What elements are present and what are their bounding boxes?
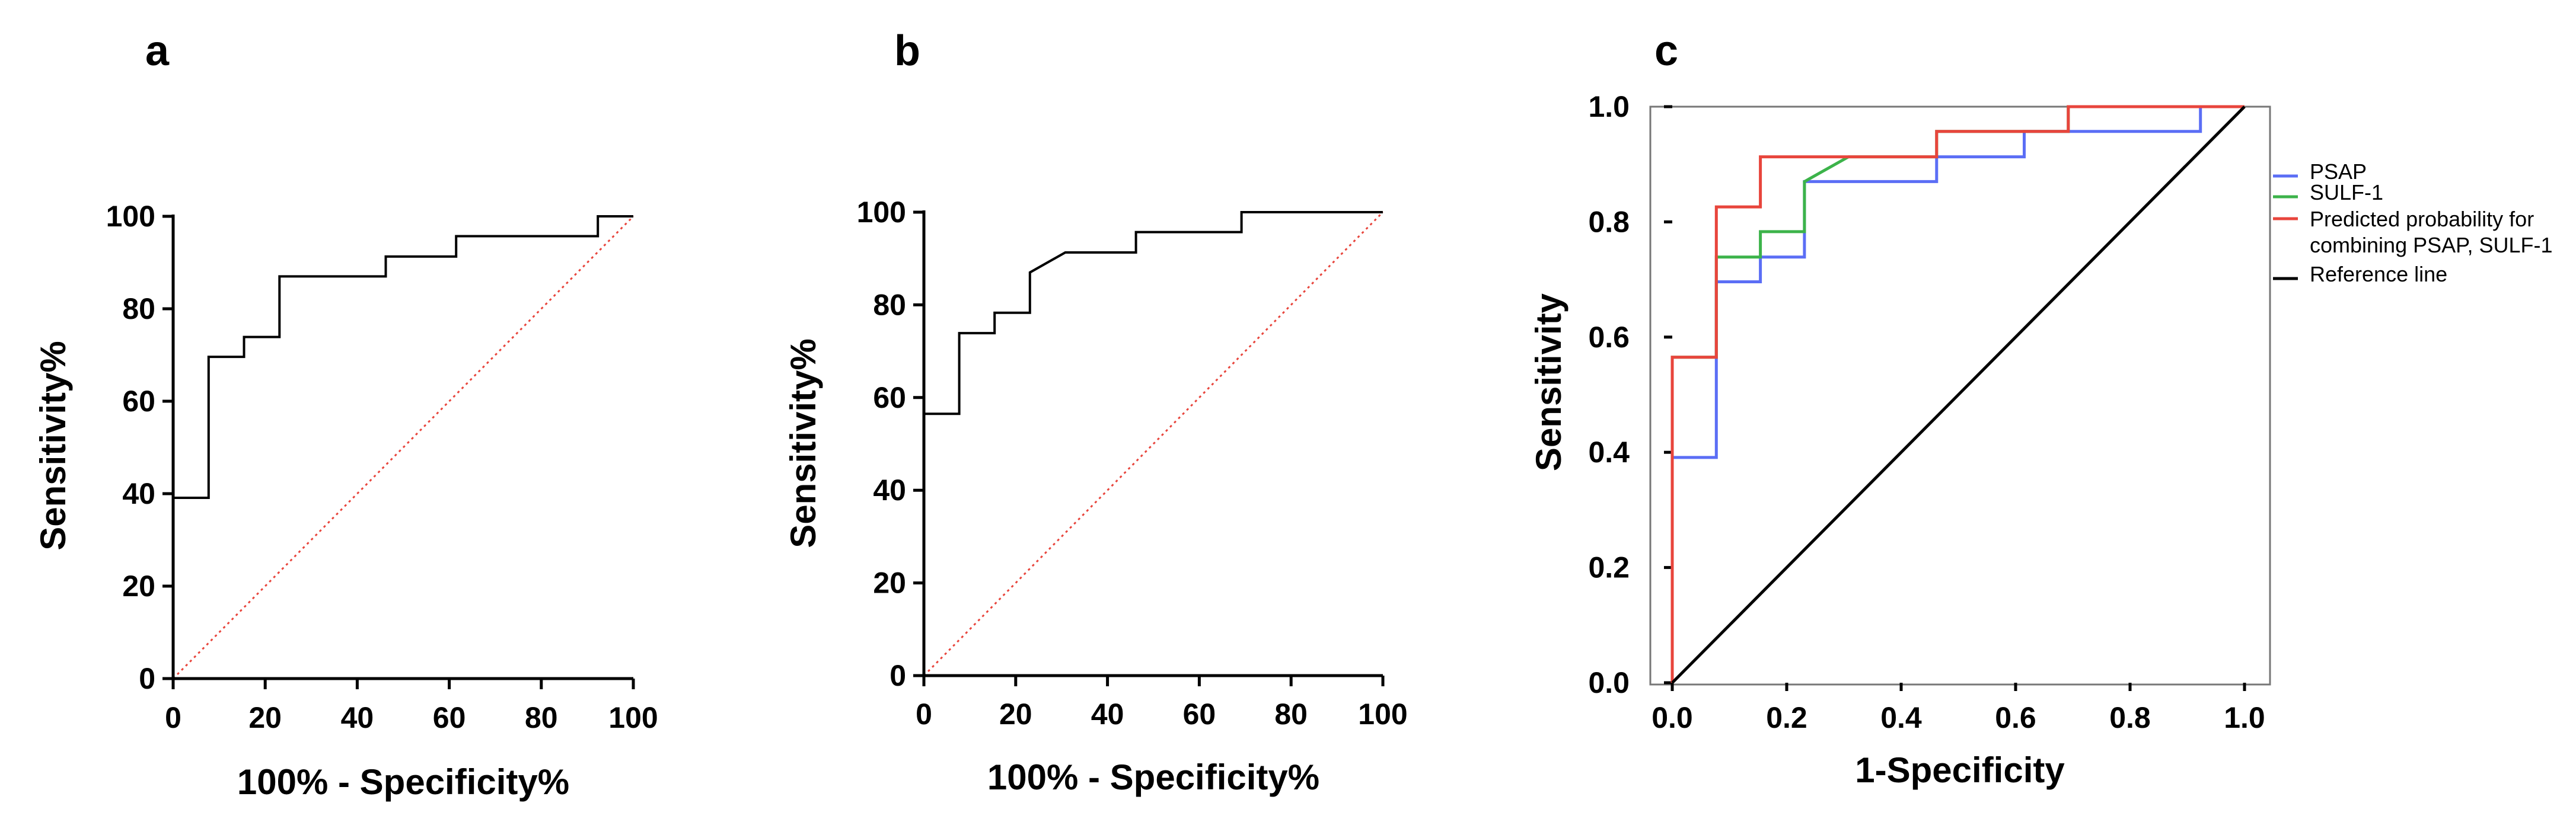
y-tick-label-c-2: 0.4: [1588, 436, 1630, 469]
series-c-psap: [1672, 105, 2245, 459]
legend-label-combined-line1: Predicted probability for: [2310, 207, 2534, 231]
x-tick-label-c-1: 0.2: [1766, 701, 1807, 734]
x-tick-label-a-2: 40: [341, 701, 374, 734]
y-tick-label-b-3: 60: [873, 381, 906, 414]
chart-b-x-label: 100% - Specificity%: [987, 757, 1319, 797]
y-tick-label-c-0: 0.0: [1588, 666, 1630, 699]
y-tick-label-b-0: 0: [890, 659, 906, 692]
x-tick-label-c-0: 0.0: [1652, 701, 1693, 734]
x-tick-label-b-3: 60: [1183, 698, 1216, 731]
y-tick-label-a-0: 0: [139, 662, 155, 695]
chart-c-y-label: Sensitivity: [1529, 293, 1568, 471]
y-tick-label-c-5: 1.0: [1588, 90, 1630, 123]
chart-c-x-label: 1-Specificity: [1855, 750, 2065, 790]
legend-label-sulf1: SULF-1: [2310, 180, 2383, 204]
panel-a-letter: a: [145, 27, 170, 75]
series-b-reference: [923, 211, 1384, 677]
x-tick-label-a-1: 20: [248, 701, 282, 734]
y-tick-label-c-3: 0.6: [1588, 321, 1630, 354]
chart-c-ticks: 0.0 0.2 0.4 0.6 0.8 1.0 0.0 0.2 0.4 0.6 0.8 1.0: [1588, 90, 2265, 734]
legend-label-combined-line2: combining PSAP, SULF-1: [2310, 233, 2553, 257]
y-tick-label-c-4: 0.8: [1588, 205, 1630, 238]
chart-b-series: [923, 211, 1384, 677]
panel-c-letter: c: [1654, 27, 1678, 75]
y-tick-label-b-2: 40: [873, 474, 906, 507]
chart-a: 0 20 40 60 80 100 0 20 40 60 80 100 100% - Specific…: [33, 200, 658, 802]
chart-b-y-label: Sensitivity%: [783, 338, 823, 548]
series-a-reference: [172, 215, 635, 680]
x-tick-label-b-0: 0: [916, 698, 932, 731]
series-c-predicted-probability-for-combining-psap-sulf-1: [1670, 105, 2245, 683]
panel-b-letter: b: [894, 27, 920, 75]
chart-b-ticks: 0 20 40 60 80 100 0 20 40 60 80 100: [857, 196, 1408, 731]
series-a-roc: [173, 215, 633, 499]
series-b-roc: [924, 211, 1383, 415]
x-tick-label-b-5: 100: [1358, 698, 1407, 731]
chart-c-series: [1670, 105, 2246, 684]
chart-a-x-label: 100% - Specificity%: [237, 762, 569, 802]
y-tick-label-a-3: 60: [122, 385, 155, 418]
chart-c-legend: PSAP SULF-1 Predicted probability for co…: [2273, 159, 2553, 286]
y-tick-label-b-5: 100: [857, 196, 906, 229]
x-tick-label-c-2: 0.4: [1880, 701, 1922, 734]
x-tick-label-a-5: 100: [608, 701, 658, 734]
chart-b: 0 20 40 60 80 100 0 20 40 60 80 100 100% - Specific…: [783, 196, 1408, 797]
y-tick-label-c-1: 0.2: [1588, 551, 1630, 584]
x-tick-label-b-1: 20: [999, 698, 1032, 731]
chart-c-frame: [1649, 105, 2271, 686]
chart-a-ticks: 0 20 40 60 80 100 0 20 40 60 80 100: [106, 200, 658, 734]
x-tick-label-c-5: 1.0: [2224, 701, 2265, 734]
x-tick-label-c-4: 0.8: [2109, 701, 2151, 734]
x-tick-label-c-3: 0.6: [1995, 701, 2036, 734]
y-tick-label-a-1: 20: [122, 570, 155, 603]
y-tick-label-b-4: 80: [873, 288, 906, 321]
y-tick-label-b-1: 20: [873, 567, 906, 600]
y-tick-label-a-4: 80: [122, 292, 155, 325]
x-tick-label-b-4: 80: [1274, 698, 1308, 731]
series-c-reference-line: [1671, 105, 2246, 684]
chart-a-y-label: Sensitivity%: [33, 341, 73, 550]
x-tick-label-a-3: 60: [433, 701, 466, 734]
chart-a-series: [172, 215, 635, 680]
x-tick-label-a-0: 0: [165, 701, 181, 734]
legend-label-reference: Reference line: [2310, 262, 2447, 286]
legend-label-psap: PSAP: [2310, 159, 2367, 184]
chart-c: 0.0 0.2 0.4 0.6 0.8 1.0 0.0 0.2 0.4 0.6 0.8 1.0 1-S…: [1529, 90, 2553, 790]
y-tick-label-a-5: 100: [106, 200, 155, 233]
y-tick-label-a-2: 40: [122, 477, 155, 510]
x-tick-label-a-4: 80: [525, 701, 558, 734]
x-tick-label-b-2: 40: [1091, 698, 1124, 731]
